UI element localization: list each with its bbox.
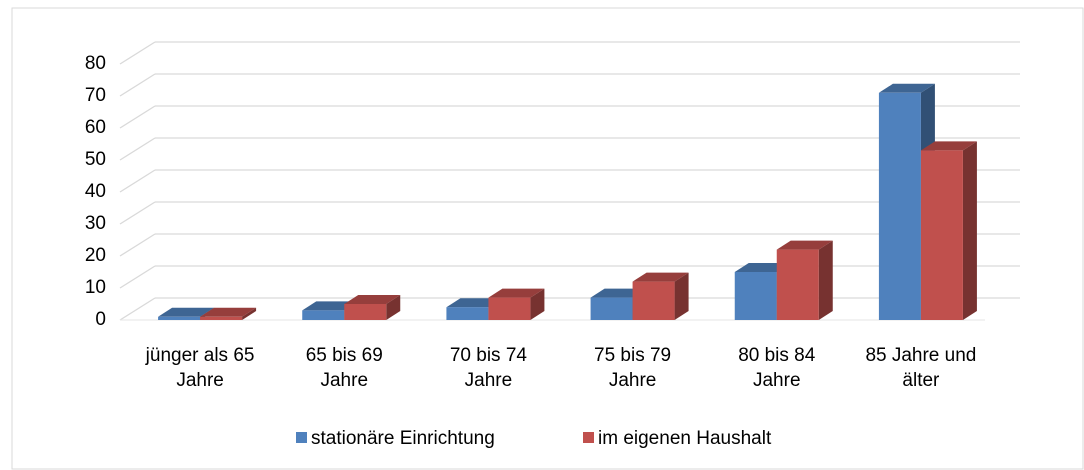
- bar-top: [344, 295, 401, 304]
- grid-line-side: [119, 297, 156, 321]
- y-tick-label: 80: [85, 53, 106, 74]
- legend-swatch: [583, 432, 594, 443]
- bar-top: [158, 307, 215, 317]
- y-tick-label: 30: [85, 213, 106, 234]
- bar: [920, 150, 963, 320]
- x-tick-label: jünger als 65 Jahre: [145, 345, 255, 391]
- bar-top: [632, 272, 689, 282]
- x-tick-label: 75 bis 79 Jahre: [594, 345, 672, 391]
- bar-top: [878, 83, 935, 93]
- chart-border: [11, 7, 1084, 470]
- bar: [776, 249, 819, 320]
- bar-side: [818, 240, 833, 320]
- bar: [488, 297, 531, 320]
- bar-side: [674, 272, 689, 320]
- bar-top: [920, 141, 977, 151]
- bar: [200, 316, 243, 320]
- bar: [734, 272, 777, 320]
- bar: [302, 310, 345, 320]
- bar: [158, 316, 201, 320]
- bar: [590, 297, 633, 320]
- x-tick-label: 85 Jahre und älter: [865, 345, 977, 391]
- bar-side: [530, 288, 545, 320]
- grid-line-side: [119, 233, 156, 257]
- bar: [878, 92, 921, 320]
- y-tick-label: 70: [85, 85, 106, 106]
- grid-line-side: [119, 169, 156, 193]
- grid-line-side: [119, 41, 156, 65]
- bar-side: [386, 295, 401, 320]
- grid-line-side: [119, 265, 156, 289]
- bar-top: [776, 240, 833, 250]
- y-tick-label: 10: [85, 277, 106, 298]
- bar-side: [242, 307, 257, 320]
- bar: [446, 307, 489, 320]
- grid-line-side: [119, 105, 156, 129]
- y-tick-label: 40: [85, 181, 106, 202]
- y-tick-label: 50: [85, 149, 106, 170]
- bar-top: [200, 307, 257, 317]
- grid-line-side: [119, 73, 156, 97]
- y-tick-label: 0: [95, 309, 106, 330]
- x-tick-label: 65 bis 69 Jahre: [305, 345, 383, 391]
- bar: [632, 281, 675, 320]
- legend-label: stationäre Einrichtung: [311, 428, 495, 449]
- bar: [344, 304, 387, 320]
- bar-side: [962, 141, 977, 320]
- grid-line-side: [119, 201, 156, 225]
- bar-top: [488, 288, 545, 298]
- grid-line-side: [119, 137, 156, 161]
- y-tick-label: 20: [85, 245, 106, 266]
- legend-label: im eigenen Haushalt: [598, 428, 772, 449]
- legend-swatch: [296, 432, 307, 443]
- y-tick-label: 60: [85, 117, 106, 138]
- x-tick-label: 70 bis 74 Jahre: [449, 345, 527, 391]
- x-tick-label: 80 bis 84 Jahre: [738, 345, 816, 391]
